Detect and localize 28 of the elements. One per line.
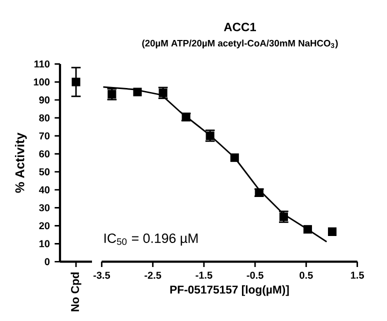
- y-tick-label: 100: [34, 78, 50, 86]
- y-tick-label: 50: [39, 168, 50, 176]
- annotation: IC$_{50}$ = 0.196 µM: [104, 234, 198, 246]
- x-tick-label: No Cpd: [70, 272, 82, 312]
- chart-subtitle: (20µM ATP/20µM acetyl-CoA/30mM NaHCO$_{3}$): [142, 40, 338, 48]
- y-tick-label: 60: [39, 150, 50, 158]
- y-tick-label: 90: [39, 96, 50, 104]
- point: [303, 225, 312, 234]
- x-tick-label: 0.5: [300, 272, 313, 279]
- x-tick-label: -3.5: [93, 272, 110, 279]
- y-tick-label: 80: [39, 114, 50, 122]
- y-tick-label: 30: [39, 204, 50, 212]
- x-tick-label: -2.5: [144, 272, 162, 279]
- x-tick-label: 1.5: [350, 272, 364, 279]
- y-tick-label: 40: [38, 186, 50, 194]
- y-tick-label: 110: [34, 60, 50, 68]
- y-tick-label: 10: [39, 240, 50, 248]
- y-tick-label: 20: [39, 222, 50, 230]
- x-tick-label: -0.5: [246, 272, 264, 279]
- y-axis-title: % Activity: [14, 132, 27, 193]
- y-tick-label: 70: [39, 132, 50, 140]
- x-axis-title: PF-05175157 [log(µM)]: [170, 285, 289, 296]
- point: [133, 88, 142, 96]
- x-tick-label: -1.5: [196, 272, 212, 279]
- y-tick-label: 0: [44, 258, 50, 266]
- chart-title: ACC1: [224, 22, 256, 32]
- point: [328, 227, 337, 236]
- point: [230, 153, 239, 162]
